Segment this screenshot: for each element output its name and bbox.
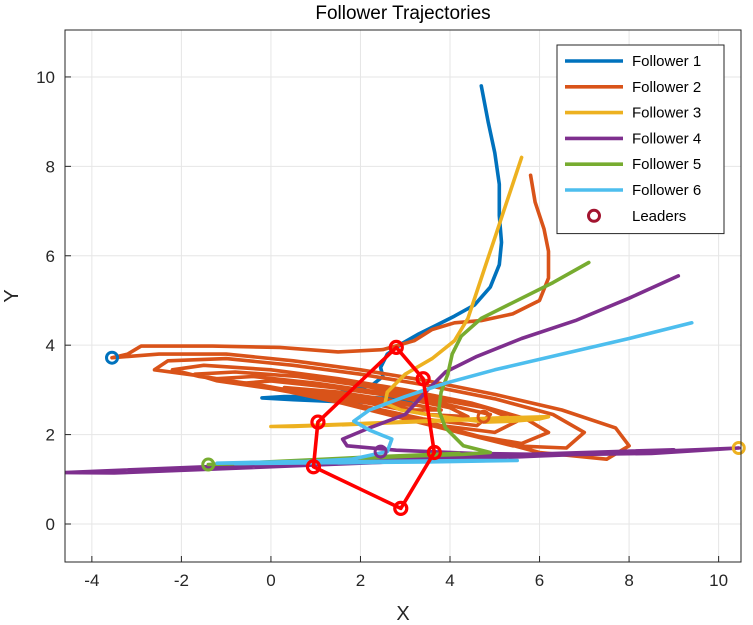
leader-marker-1 [388, 339, 404, 356]
start-marker-5 [476, 409, 491, 424]
leader-marker-2 [415, 371, 431, 387]
y-axis-label: Y [1, 289, 23, 302]
x-tick-label: 0 [266, 571, 275, 590]
legend-label-leaders: Leaders [632, 208, 686, 225]
start-marker-3 [201, 457, 216, 472]
series-line-follower-3 [269, 155, 551, 429]
plot-border [64, 29, 742, 563]
y-tick-label: 10 [36, 68, 55, 87]
legend-label-follower-6: Follower 6 [632, 182, 701, 199]
start-marker-4 [373, 444, 388, 459]
y-tick-label: 4 [46, 336, 55, 355]
chart-title: Follower Trajectories [315, 3, 490, 24]
y-tick-label: 2 [46, 426, 55, 445]
leader-marker-5 [305, 459, 322, 475]
ticks: -4 -2 0 2 4 6 8 10 0 2 4 6 8 10 [36, 68, 728, 590]
x-axis-label: X [396, 603, 409, 625]
leader-layer [105, 339, 746, 516]
legend-label-follower-5: Follower 5 [632, 156, 701, 173]
legend-label-follower-1: Follower 1 [632, 53, 701, 70]
leader-marker-4 [393, 500, 409, 516]
legend-swatch-leaders [587, 208, 601, 223]
x-tick-label: 8 [624, 571, 633, 590]
y-tick-label: 6 [46, 247, 55, 266]
legend-label-follower-2: Follower 2 [632, 79, 701, 96]
leader-marker-3 [426, 444, 442, 461]
legend-label-follower-4: Follower 4 [632, 130, 701, 147]
leader-marker-6 [310, 414, 326, 430]
x-tick-label: -4 [84, 571, 99, 590]
leader-formation [311, 345, 437, 511]
start-marker-2 [731, 441, 746, 455]
x-tick-label: 10 [709, 571, 728, 590]
legend: Follower 1 Follower 2 Follower 3 Follower 4… [556, 44, 725, 235]
y-tick-label: 8 [46, 157, 55, 176]
x-tick-label: 4 [445, 571, 454, 590]
series-line-follower-2 [110, 173, 631, 461]
x-tick-label: -2 [174, 571, 189, 590]
x-tick-label: 6 [535, 571, 544, 590]
start-marker-1 [105, 350, 120, 365]
x-tick-label: 2 [356, 571, 365, 590]
legend-label-follower-3: Follower 3 [632, 105, 701, 122]
y-tick-label: 0 [46, 515, 55, 534]
